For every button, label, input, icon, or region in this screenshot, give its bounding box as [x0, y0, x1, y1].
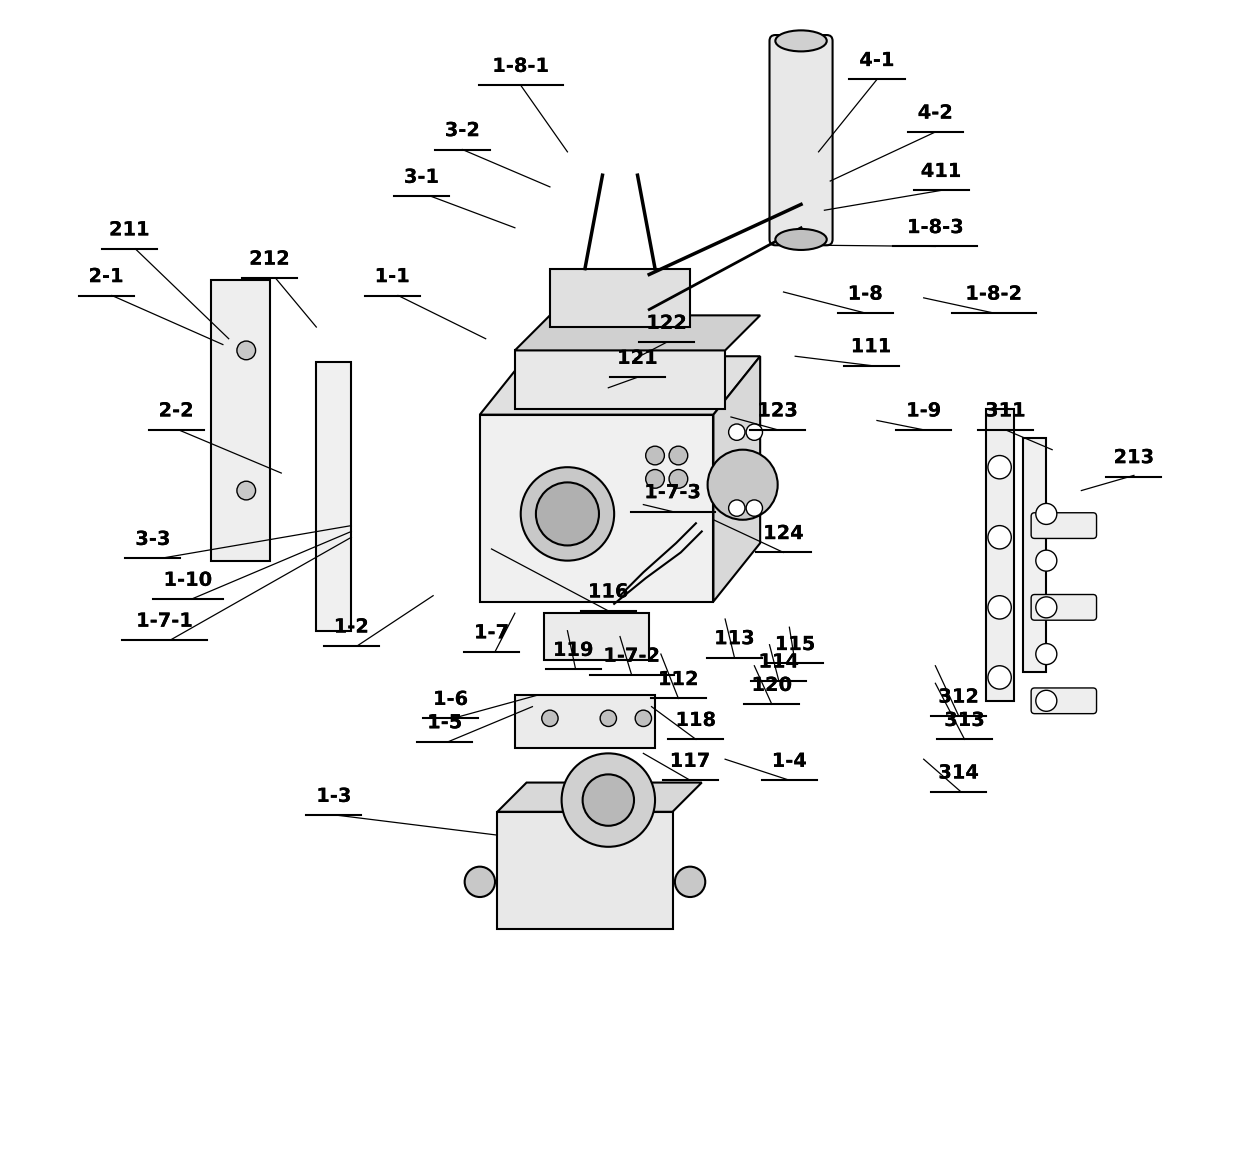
Text: 3-3: 3-3	[135, 530, 170, 549]
Circle shape	[1035, 644, 1056, 665]
Polygon shape	[211, 280, 269, 561]
Circle shape	[729, 424, 745, 440]
Text: 3-1: 3-1	[404, 168, 439, 187]
Circle shape	[988, 456, 1012, 479]
Circle shape	[646, 446, 665, 465]
Text: 1-7: 1-7	[474, 624, 510, 642]
Circle shape	[521, 467, 614, 561]
Text: 3-2: 3-2	[445, 121, 480, 140]
Text: 314: 314	[939, 764, 980, 783]
Ellipse shape	[775, 229, 827, 250]
Circle shape	[1035, 503, 1056, 524]
Polygon shape	[480, 356, 760, 415]
FancyBboxPatch shape	[1032, 595, 1096, 620]
Circle shape	[988, 596, 1012, 619]
FancyBboxPatch shape	[1032, 513, 1096, 538]
Text: 1-1: 1-1	[374, 267, 410, 286]
Circle shape	[536, 482, 599, 545]
Text: 111: 111	[851, 338, 892, 356]
Text: 1-8-2: 1-8-2	[965, 285, 1022, 304]
Circle shape	[562, 753, 655, 847]
Circle shape	[542, 710, 558, 726]
Text: 116: 116	[588, 583, 629, 602]
Circle shape	[729, 500, 745, 516]
Text: 1-4: 1-4	[771, 752, 807, 771]
Text: 119: 119	[553, 641, 594, 660]
Text: 123: 123	[758, 402, 799, 420]
Circle shape	[1035, 597, 1056, 618]
Text: 124: 124	[763, 524, 804, 543]
Text: 1-8: 1-8	[848, 285, 883, 304]
Circle shape	[600, 710, 616, 726]
Polygon shape	[544, 613, 650, 660]
Text: 1-7-1: 1-7-1	[136, 612, 193, 631]
Text: 4-1: 4-1	[859, 51, 894, 70]
Text: 1-7-3: 1-7-3	[645, 484, 701, 502]
Text: 122: 122	[646, 314, 687, 333]
Text: 1-6: 1-6	[433, 690, 469, 709]
Text: 411: 411	[921, 162, 962, 181]
Circle shape	[708, 450, 777, 520]
Text: 1-8-1: 1-8-1	[492, 57, 549, 76]
Polygon shape	[1023, 438, 1047, 672]
Text: 1-8-3: 1-8-3	[906, 218, 963, 237]
Text: 117: 117	[670, 752, 711, 771]
Circle shape	[465, 867, 495, 897]
Circle shape	[988, 666, 1012, 689]
Polygon shape	[713, 356, 760, 602]
FancyBboxPatch shape	[770, 35, 832, 245]
Polygon shape	[515, 695, 655, 748]
Polygon shape	[497, 812, 672, 929]
Circle shape	[746, 424, 763, 440]
Text: 114: 114	[759, 653, 800, 672]
Text: 2-1: 2-1	[88, 267, 124, 286]
Text: 120: 120	[751, 676, 792, 695]
Polygon shape	[316, 362, 351, 631]
Text: 1-5: 1-5	[427, 714, 463, 732]
Circle shape	[646, 470, 665, 488]
Polygon shape	[986, 409, 1013, 701]
Text: 212: 212	[249, 250, 290, 269]
Text: 113: 113	[714, 630, 755, 648]
Text: 1-2: 1-2	[334, 618, 370, 637]
Text: 313: 313	[944, 711, 985, 730]
Circle shape	[237, 341, 255, 360]
Text: 1-10: 1-10	[164, 571, 212, 590]
Polygon shape	[480, 415, 713, 602]
Circle shape	[237, 481, 255, 500]
Polygon shape	[497, 783, 702, 812]
Circle shape	[583, 774, 634, 826]
Circle shape	[1035, 690, 1056, 711]
Polygon shape	[515, 350, 725, 409]
Text: 121: 121	[618, 349, 658, 368]
Text: 211: 211	[109, 221, 150, 239]
Circle shape	[670, 446, 688, 465]
Text: 312: 312	[939, 688, 980, 707]
Text: 118: 118	[676, 711, 717, 730]
Text: 1-7-2: 1-7-2	[604, 647, 660, 666]
FancyBboxPatch shape	[1032, 688, 1096, 714]
Polygon shape	[549, 269, 691, 327]
Text: 115: 115	[775, 635, 816, 654]
Circle shape	[988, 526, 1012, 549]
Ellipse shape	[775, 30, 827, 51]
Polygon shape	[515, 315, 760, 350]
Text: 311: 311	[985, 402, 1025, 420]
Circle shape	[1035, 550, 1056, 571]
Circle shape	[746, 500, 763, 516]
Text: 2-2: 2-2	[159, 402, 193, 420]
Circle shape	[670, 470, 688, 488]
Text: 4-2: 4-2	[918, 104, 954, 123]
Text: 1-3: 1-3	[316, 787, 351, 806]
Circle shape	[635, 710, 651, 726]
Text: 112: 112	[658, 670, 699, 689]
Circle shape	[675, 867, 706, 897]
Text: 213: 213	[1114, 449, 1154, 467]
Text: 1-9: 1-9	[906, 402, 941, 420]
